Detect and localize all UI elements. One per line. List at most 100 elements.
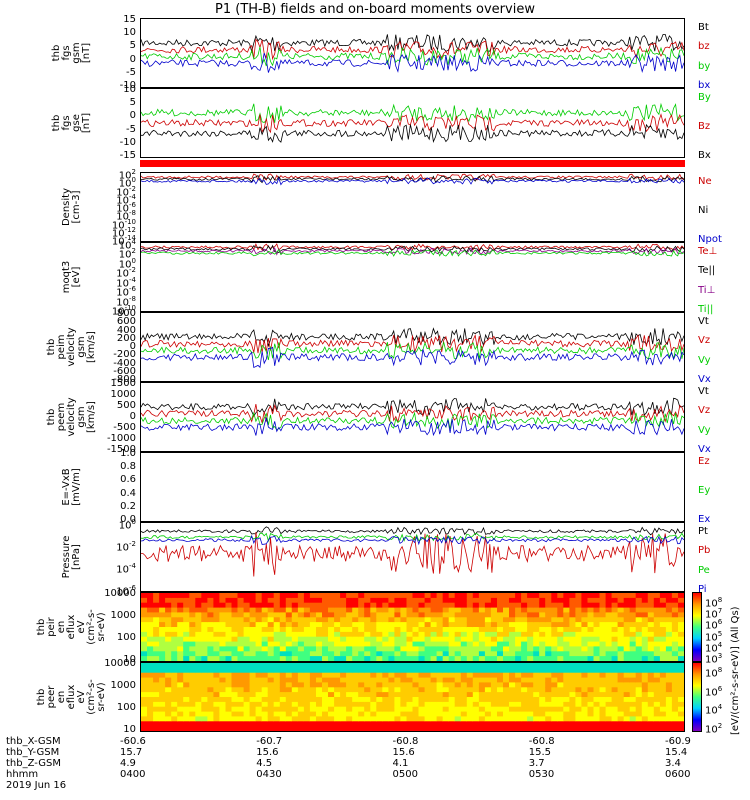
spectrogram-cell <box>388 607 395 614</box>
spectrogram-cell <box>177 663 184 669</box>
spectrogram-cell <box>671 646 679 652</box>
spectrogram-cell <box>340 706 347 713</box>
spectrogram-cell <box>141 612 148 618</box>
spectrogram-cell <box>291 622 299 628</box>
spectrogram-cell <box>165 636 172 643</box>
spectrogram-cell <box>406 721 414 727</box>
spectrogram-cell <box>370 612 377 618</box>
spectrogram-cell <box>527 656 534 661</box>
spectrogram-cell <box>611 697 619 703</box>
spectrogram-cell <box>237 667 245 674</box>
spectrogram-cell <box>448 627 456 633</box>
spectrogram-cell <box>334 602 341 609</box>
spectrogram-cell <box>316 602 323 609</box>
spectrogram-cell <box>551 612 558 618</box>
spectrogram-cell <box>153 697 160 703</box>
spectrogram-cell <box>153 631 160 638</box>
spectrogram-cell <box>201 682 208 688</box>
spectrogram-cell <box>376 682 383 688</box>
spectrogram-cell <box>334 656 341 661</box>
spectrogram-cell <box>466 706 474 713</box>
spectrogram-cell <box>521 697 528 703</box>
spectrogram-cell <box>165 682 172 688</box>
spectrogram-cell <box>153 701 160 708</box>
spectrogram-cell <box>201 617 208 623</box>
series-line-Bx <box>141 123 684 144</box>
spectrogram-cell <box>557 622 564 628</box>
spectrogram-cell <box>255 636 263 643</box>
spectrogram-cell <box>454 716 462 722</box>
spectrogram-cell <box>334 617 341 623</box>
spectrogram-cell <box>316 692 323 698</box>
spectrogram-cell <box>297 646 305 652</box>
spectrogram-cell <box>219 677 226 684</box>
spectrogram-cell <box>412 641 420 648</box>
spectrogram-cell <box>334 716 341 722</box>
spectrogram-cell <box>159 721 166 727</box>
spectrogram-cell <box>424 622 432 628</box>
spectrogram-cell <box>569 612 576 618</box>
spectrogram-cell <box>189 667 196 674</box>
spectrogram-cell <box>629 672 637 679</box>
spectrogram-cell <box>207 716 214 722</box>
spectrogram-cell <box>436 602 444 609</box>
spectrogram-cell <box>641 711 649 718</box>
spectrogram-cell <box>497 602 504 609</box>
spectrogram-cell <box>207 602 214 609</box>
spectrogram-cell <box>605 597 613 604</box>
spectrogram-cell <box>213 701 220 708</box>
spectrogram-cell <box>322 602 329 609</box>
spectrogram-cell <box>497 682 504 688</box>
spectrogram-cell <box>533 656 540 661</box>
spectrogram-cell <box>291 646 299 652</box>
spectrogram-cell <box>442 602 450 609</box>
spectrogram-cell <box>635 646 643 652</box>
spectrogram-cell <box>159 612 166 618</box>
spectrogram-cell <box>382 726 389 731</box>
spectrogram-cell <box>653 641 661 648</box>
spectrogram-cell <box>605 656 613 661</box>
spectrogram-cell <box>635 636 643 643</box>
spectrogram-cell <box>340 602 347 609</box>
spectrogram-cell <box>412 701 420 708</box>
spectrogram-cell <box>177 646 184 652</box>
spectrogram-cell <box>309 607 317 614</box>
spectrogram-cell <box>599 612 607 618</box>
spectrogram-cell <box>611 612 619 618</box>
spectrogram-cell <box>370 597 377 604</box>
spectrogram-cell <box>478 697 486 703</box>
spectrogram-cell <box>412 602 420 609</box>
spectrogram-cell <box>569 677 576 684</box>
spectrogram-cell <box>358 602 365 609</box>
spectrogram-cell <box>171 682 178 688</box>
spectrogram-cell <box>400 656 407 661</box>
spectrogram-cell <box>261 646 269 652</box>
spectrogram-cell <box>605 651 613 657</box>
spectrogram-cell <box>412 622 420 628</box>
spectrogram-cell <box>551 663 558 669</box>
spectrogram-cell <box>503 636 510 643</box>
spectrogram-cell <box>406 672 414 679</box>
spectrogram-cell <box>255 641 263 648</box>
spectrogram-cell <box>303 667 311 674</box>
spectrogram-cell <box>303 701 311 708</box>
spectrogram-cell <box>201 701 208 708</box>
spectrogram-cell <box>171 711 178 718</box>
spectrogram-cell <box>183 687 190 693</box>
spectrogram-cell <box>503 697 510 703</box>
spectrogram-cell <box>418 726 426 731</box>
spectrogram-cell <box>243 607 251 614</box>
spectrogram-cell <box>322 667 329 674</box>
spectrogram-cell <box>581 631 588 638</box>
spectrogram-cell <box>575 682 582 688</box>
spectrogram-cell <box>189 697 196 703</box>
spectrogram-cell <box>334 641 341 648</box>
spectrogram-cell <box>575 617 582 623</box>
spectrogram-cell <box>515 651 522 657</box>
spectrogram-cell <box>629 701 637 708</box>
ytick-label: 100 <box>118 256 136 271</box>
spectrogram-cell <box>472 721 480 727</box>
spectrogram-cell <box>605 677 613 684</box>
ytick-label: 0 <box>129 110 136 122</box>
spectrogram-cell <box>316 627 323 633</box>
